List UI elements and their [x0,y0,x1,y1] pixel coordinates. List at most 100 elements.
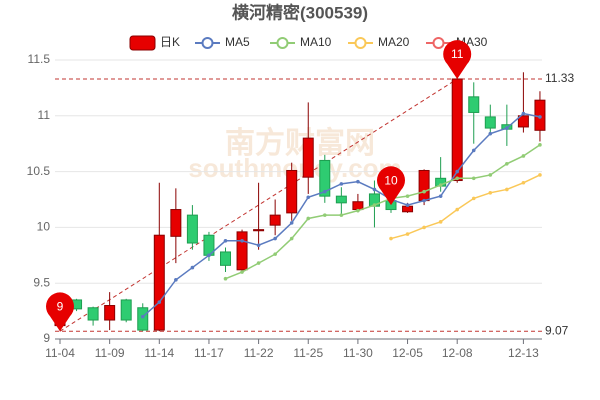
x-tick-label: 12-08 [442,346,473,360]
ma-point [273,252,277,256]
ma-point [372,187,377,192]
ma-line [390,174,541,240]
ma-point [372,203,377,207]
ma-point [240,270,244,274]
ma-point [256,243,261,248]
y-tick-label: 9 [43,331,50,345]
watermark: 南方财富网 [225,126,375,160]
pin [46,292,74,332]
ma-point [538,143,542,147]
ma-point [455,176,460,181]
candle-body [104,305,116,321]
y-tick-label: 9.5 [33,275,50,289]
pin [377,166,406,206]
candle-body [286,169,298,214]
ma-point [422,189,426,194]
candle-body [451,78,463,182]
legend-label: MA10 [300,35,332,49]
x-tick-label: 11-22 [244,346,274,360]
ma-point [405,203,410,207]
x-tick-label: 11-30 [343,346,373,360]
candle-body [484,116,496,129]
ma-point [438,183,443,187]
legend-swatch [432,37,445,49]
ma-point [505,187,509,192]
ma-point [438,220,443,224]
ma-point [422,198,426,203]
legend-swatch [129,35,156,51]
ma-point [157,300,162,304]
ma-point [339,182,344,186]
ma-point [289,236,294,241]
candle-body [220,251,231,266]
candle-body [253,229,265,232]
legend-label: MA20 [378,35,410,49]
ma-point [438,194,443,198]
ma-point [455,169,460,174]
ma-point [323,213,327,217]
x-tick-label: 11-09 [95,346,125,360]
candle-body [153,234,165,331]
ma-point [488,173,493,177]
ma-point [223,276,228,281]
pin [443,40,472,79]
candle-body [236,231,248,271]
legend-swatch [354,37,367,49]
x-tick-label: 11-04 [45,346,75,360]
candle-body [170,209,182,237]
ma-point [405,194,410,198]
ma-point [273,236,277,241]
ma-point [488,131,493,136]
ma-point [505,126,509,130]
candle-body [269,214,281,226]
ma-point [306,195,311,200]
ref-label: 9.07 [545,323,569,337]
candle-body [302,137,314,178]
ma-point [538,173,542,177]
candle-body [468,96,480,113]
ma-line [225,144,541,280]
chart-title: 横河精密(300539) [232,2,368,22]
ma-point [538,115,542,119]
ma-point [471,176,476,181]
ma-point [405,232,410,236]
candle-body [402,205,414,213]
y-tick-label: 11 [38,108,51,122]
ma-point [256,261,261,265]
candle-body [319,159,331,197]
ma-point [323,189,327,194]
candle-body [418,169,430,202]
legend-swatch [201,37,214,49]
ma-point [505,161,509,166]
candle-body [186,214,198,244]
y-tick-label: 10.5 [27,164,51,178]
ma-point [471,148,476,153]
ma-point [455,207,460,212]
pin-label: 11 [451,47,464,61]
ma-point [521,180,526,185]
ma-point [471,196,476,201]
ma-point [190,265,195,270]
candle-body [517,115,529,128]
ma-point [339,213,344,217]
ma-point [207,253,211,258]
legend-label: 日K [160,35,180,49]
candle-body [137,307,149,331]
ma-point [306,216,311,221]
ma-point [521,154,526,158]
legend-label: MA5 [225,35,250,49]
x-tick-label: 12-13 [508,346,539,360]
ma-point [389,236,393,241]
ma-point [240,238,244,243]
x-tick-label: 11-17 [194,346,224,360]
ma-point [488,191,493,195]
ma-point [356,208,360,213]
ma-point [223,238,228,243]
x-tick-label: 11-14 [144,346,174,360]
trend-line [59,78,458,332]
y-tick-label: 11.5 [28,52,51,66]
pin-label: 10 [384,173,398,187]
x-tick-label: 12-05 [392,346,423,360]
candle-body [87,307,99,321]
pin-label: 9 [57,299,64,313]
